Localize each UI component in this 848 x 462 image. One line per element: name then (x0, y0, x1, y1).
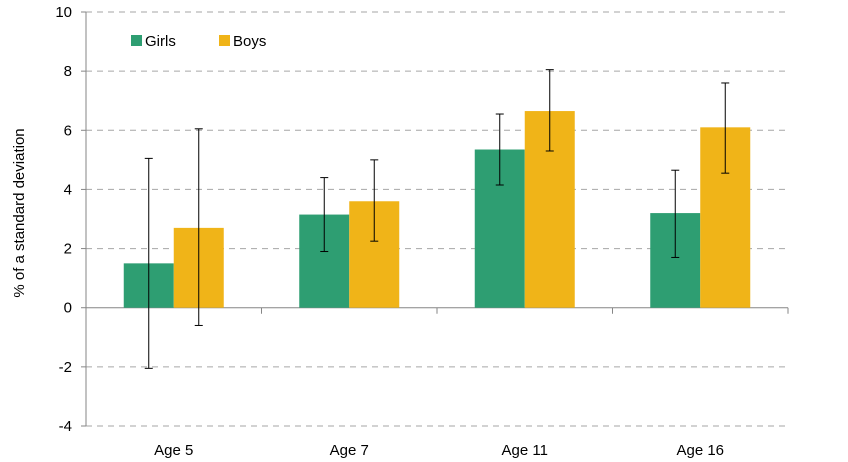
legend-swatch-boys (219, 35, 230, 46)
x-tick-label: Age 7 (330, 442, 369, 459)
y-tick-label: 0 (64, 300, 72, 317)
y-tick-label: 8 (64, 63, 72, 80)
y-tick-label: 2 (64, 241, 72, 258)
y-tick-label: -4 (59, 418, 72, 435)
y-tick-label: 4 (64, 181, 72, 198)
legend-swatch-girls (131, 35, 142, 46)
y-tick-label: 10 (55, 4, 72, 21)
bars (123, 111, 751, 308)
y-axis: -4 -2 0 2 4 6 8 10 (55, 4, 87, 435)
legend-label-girls: Girls (145, 33, 176, 50)
legend: Girls Boys (131, 33, 266, 50)
error-bars (144, 69, 730, 369)
x-tick-label: Age 16 (676, 442, 724, 459)
x-tick-label: Age 5 (154, 442, 193, 459)
x-axis: Age 5 Age 7 Age 11 Age 16 (86, 307, 789, 459)
x-tick-label: Age 11 (502, 442, 548, 459)
y-tick-label: -2 (59, 359, 72, 376)
legend-label-boys: Boys (233, 33, 266, 50)
y-axis-title: % of a standard deviation (11, 128, 28, 297)
y-tick-label: 6 (64, 122, 72, 139)
